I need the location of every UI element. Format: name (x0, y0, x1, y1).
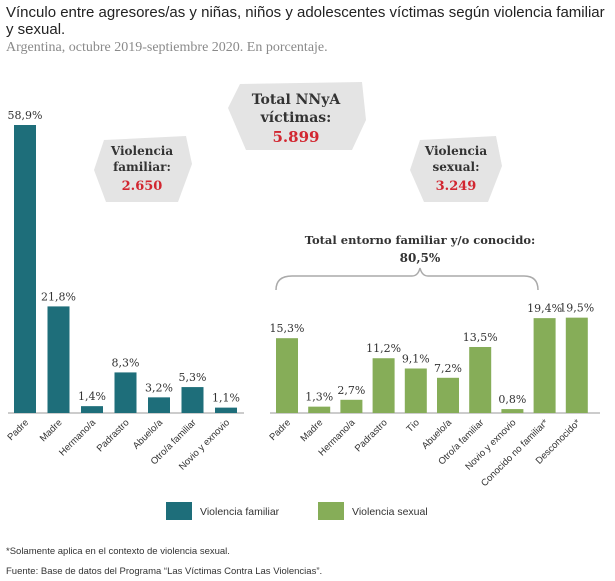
bar-label-sexual-4: 9,1% (402, 353, 430, 366)
total-callout: Total NNyA víctimas: 5.899 (228, 82, 366, 150)
bar-label-sexual-5: 7,2% (434, 362, 462, 375)
familiar-callout-line2: familiar: (113, 160, 171, 174)
bar-sexual-8 (533, 318, 556, 413)
category-label-familiar-3: Padrastro (95, 417, 132, 454)
footnote: *Solamente aplica en el contexto de viol… (6, 546, 230, 557)
bar-sexual-0 (276, 338, 298, 413)
entorno-value: 80,5% (400, 251, 441, 265)
legend-label-sexual: Violencia sexual (352, 506, 428, 518)
bars-layer: 58,9% Padre 21,8% Madre 1,4% Hermano/a 8,3% Pad… (5, 109, 594, 489)
category-label-sexual-1: Madre (298, 417, 325, 444)
bar-familiar-1 (47, 306, 70, 413)
bar-label-familiar-0: 58,9% (8, 109, 43, 122)
total-callout-value: 5.899 (273, 128, 320, 146)
total-callout-shape (228, 82, 366, 150)
total-callout-line2: víctimas: (260, 110, 332, 126)
bar-label-familiar-4: 3,2% (145, 381, 173, 394)
sexual-callout-shape (410, 136, 502, 202)
bar-sexual-1 (308, 406, 331, 413)
sexual-callout: Violencia sexual: 3.249 (410, 136, 502, 202)
familiar-callout-shape (94, 136, 192, 202)
bar-sexual-6 (469, 346, 492, 413)
entorno-annotation: Total entorno familiar y/o conocido: 80,… (275, 233, 539, 291)
category-label-sexual-0: Padre (267, 417, 293, 443)
bar-familiar-4 (148, 397, 170, 413)
category-label-sexual-4: Tío (404, 417, 421, 434)
entorno-label: Total entorno familiar y/o conocido: (305, 233, 536, 247)
source-note: Fuente: Base de datos del Programa “Las … (6, 566, 323, 577)
sexual-callout-line1: Violencia (424, 144, 487, 158)
legend-label-familiar: Violencia familiar (200, 506, 280, 518)
bar-label-sexual-3: 11,2% (366, 342, 401, 355)
familiar-callout-line1: Violencia (110, 144, 173, 158)
bar-label-familiar-1: 21,8% (41, 290, 76, 303)
bar-label-sexual-6: 13,5% (463, 331, 498, 344)
bar-label-sexual-7: 0,8% (498, 393, 526, 406)
legend-swatch-familiar (166, 502, 192, 520)
bar-sexual-2 (340, 399, 363, 413)
bar-familiar-0 (14, 125, 36, 413)
bar-label-sexual-0: 15,3% (270, 322, 305, 335)
total-callout-line1: Total NNyA (252, 92, 342, 108)
bar-sexual-5 (437, 377, 459, 413)
bar-label-sexual-1: 1,3% (305, 391, 333, 404)
bar-familiar-5 (181, 387, 204, 413)
bar-label-familiar-3: 8,3% (112, 356, 140, 369)
bar-sexual-7 (501, 409, 524, 413)
category-label-familiar-2: Hermano/a (57, 417, 99, 459)
bar-familiar-2 (81, 406, 103, 413)
bar-familiar-6 (215, 407, 237, 413)
chart-title: Vínculo entre agresores/as y niñas, niño… (6, 4, 605, 38)
bar-sexual-3 (372, 358, 395, 413)
category-label-familiar-0: Padre (5, 417, 31, 443)
familiar-callout: Violencia familiar: 2.650 (94, 136, 192, 202)
sexual-callout-line2: sexual: (432, 160, 479, 174)
bar-label-sexual-2: 2,7% (337, 384, 365, 397)
category-label-sexual-3: Padrastro (353, 417, 390, 454)
bar-label-familiar-2: 1,4% (78, 390, 106, 403)
bar-label-sexual-8: 19,4% (527, 302, 562, 315)
chart-subtitle: Argentina, octubre 2019-septiembre 2020.… (6, 40, 328, 55)
sexual-callout-value: 3.249 (436, 179, 477, 194)
bar-sexual-9 (565, 317, 588, 413)
bar-label-familiar-6: 1,1% (212, 392, 240, 405)
entorno-brace (275, 267, 539, 291)
category-label-familiar-1: Madre (38, 417, 65, 444)
bar-label-sexual-9: 19,5% (559, 302, 594, 315)
bar-sexual-4 (404, 368, 427, 413)
legend-swatch-sexual (318, 502, 344, 520)
familiar-callout-value: 2.650 (122, 179, 163, 194)
bar-label-familiar-5: 5,3% (179, 371, 207, 384)
bar-familiar-3 (114, 372, 137, 413)
legend: Violencia familiar Violencia sexual (166, 502, 428, 520)
